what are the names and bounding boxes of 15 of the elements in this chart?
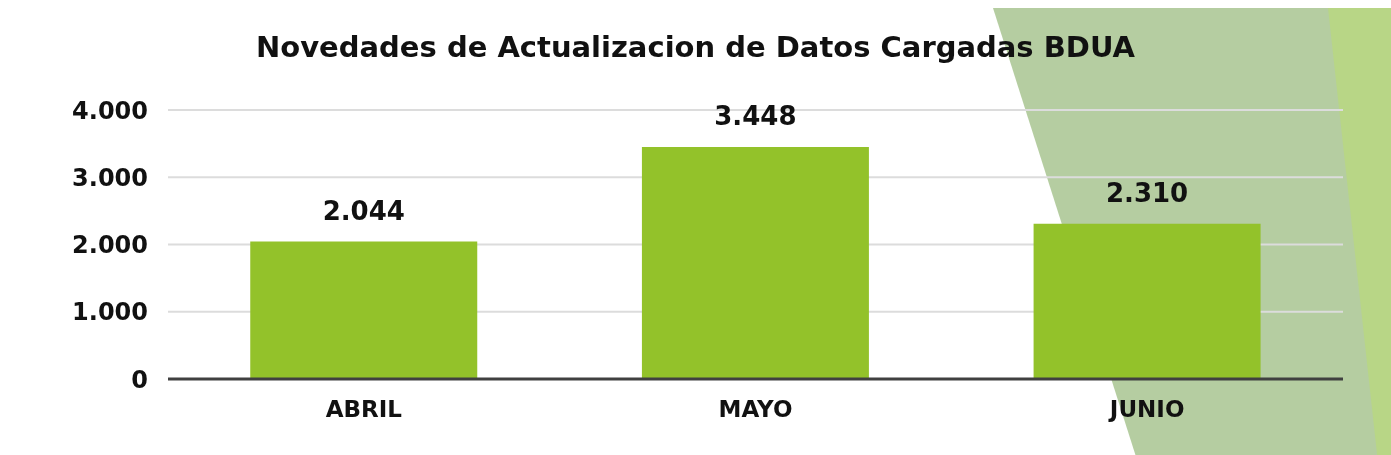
bar	[250, 241, 478, 379]
chart-title: Novedades de Actualizacion de Datos Cargadas BDUA	[255, 30, 1136, 64]
bar	[641, 147, 869, 379]
x-tick-label: JUNIO	[1107, 396, 1185, 423]
x-tick-label: MAYO	[718, 396, 793, 423]
y-tick-label: 2.000	[72, 231, 148, 260]
data-label: 3.448	[714, 101, 797, 132]
y-tick-label: 1.000	[72, 298, 148, 327]
bar	[1033, 223, 1261, 379]
x-tick-label: ABRIL	[325, 396, 403, 423]
data-label: 2.044	[322, 195, 405, 226]
data-label: 2.310	[1105, 177, 1189, 208]
y-tick-label: 3.000	[72, 163, 148, 192]
y-tick-label: 0	[131, 365, 148, 394]
y-tick-label: 4.000	[72, 96, 148, 125]
